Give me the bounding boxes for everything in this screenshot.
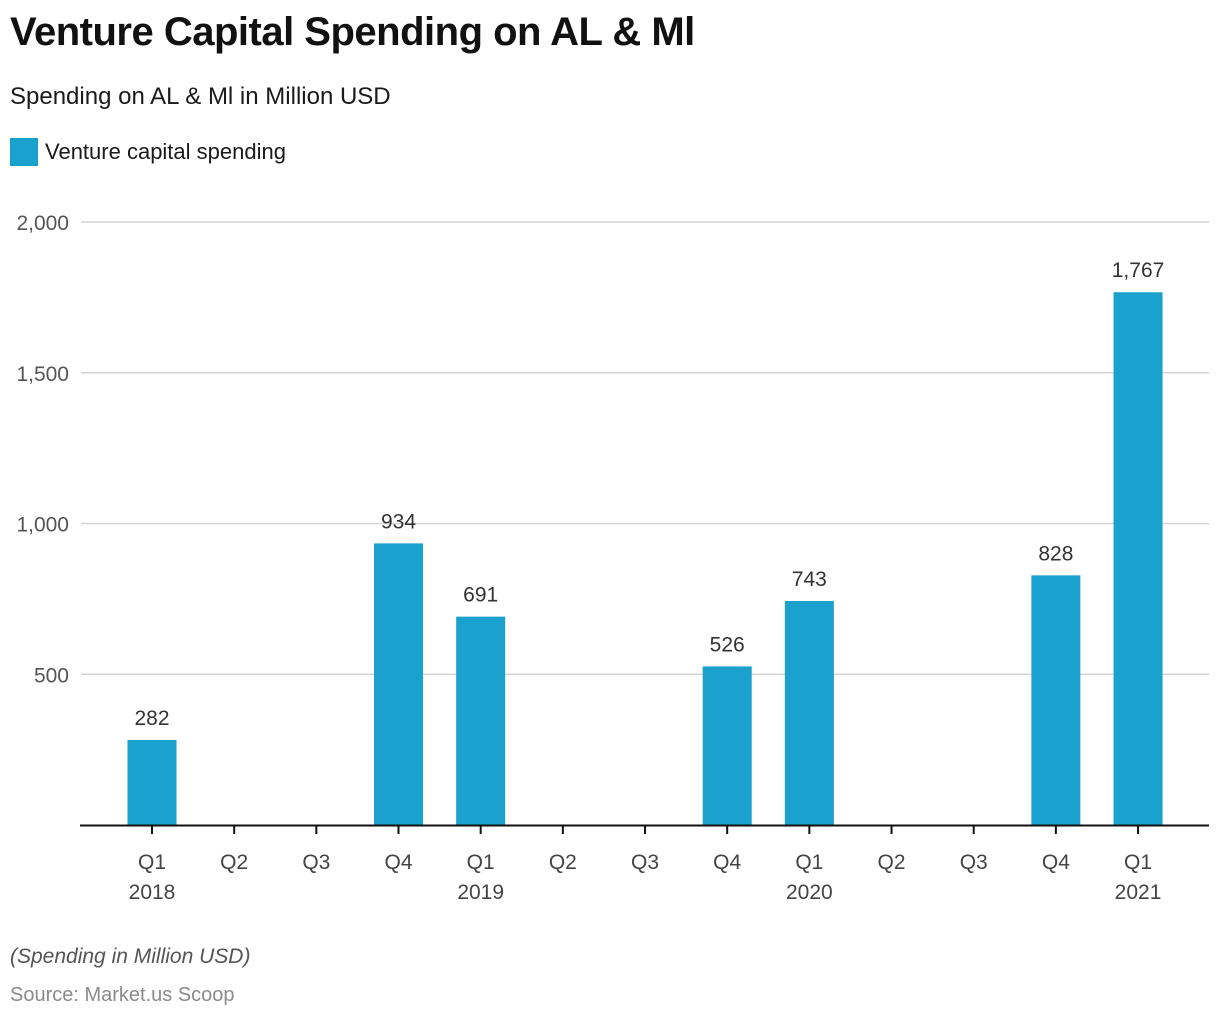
data-label: 828 (1038, 542, 1073, 565)
x-tick-year-label: 2021 (1115, 881, 1162, 904)
data-label: 743 (792, 568, 827, 591)
x-tick-label: Q2 (878, 851, 906, 874)
x-tick-label: Q1 (795, 851, 823, 874)
x-axis: Q1 2018 Q2 Q3 Q4 Q1 2019 Q2 Q3 Q4 Q1 2020 Q2 Q3 Q4 Q1 20… (80, 824, 1209, 904)
bar (784, 600, 834, 825)
bars (127, 292, 1163, 825)
data-labels: 282 934 691 526 743 828 1,767 (134, 259, 1164, 730)
data-label: 526 (710, 633, 745, 656)
chart-title: Venture Capital Spending on AL & Ml (10, 10, 695, 54)
y-tick-label: 1,000 (16, 514, 69, 537)
x-tick-label: Q4 (1042, 851, 1070, 874)
data-label: 934 (381, 510, 416, 533)
x-tick-year-label: 2018 (129, 881, 176, 904)
bar (702, 666, 752, 825)
data-label: 691 (463, 584, 498, 607)
x-tick-label: Q3 (960, 851, 988, 874)
x-tick-year-label: 2020 (786, 881, 833, 904)
x-tick-label: Q3 (631, 851, 659, 874)
x-tick-label: Q1 (467, 851, 495, 874)
chart-subtitle: Spending on AL & Ml in Million USD (10, 83, 391, 110)
gridlines (81, 221, 1209, 675)
legend-label: Venture capital spending (45, 139, 286, 164)
data-label: 282 (134, 707, 169, 730)
legend-swatch (10, 138, 38, 166)
y-tick-label: 1,500 (16, 363, 69, 386)
x-tick-label: Q3 (302, 851, 330, 874)
bar (127, 739, 177, 825)
bar (374, 543, 424, 825)
bar (456, 616, 506, 825)
x-tick-label: Q1 (138, 851, 166, 874)
chart-source: Source: Market.us Scoop (10, 984, 235, 1006)
bar (1113, 292, 1163, 825)
legend: Venture capital spending (10, 138, 286, 166)
data-label: 1,767 (1112, 259, 1165, 282)
x-tick-label: Q4 (385, 851, 413, 874)
y-tick-label: 2,000 (16, 212, 69, 235)
y-tick-label: 500 (34, 664, 69, 687)
y-axis-ticks: 500 1,000 1,500 2,000 (16, 212, 69, 687)
x-tick-label: Q4 (713, 851, 741, 874)
x-tick-label: Q2 (549, 851, 577, 874)
chart-note: (Spending in Million USD) (10, 945, 251, 968)
x-tick-label: Q2 (220, 851, 248, 874)
x-tick-year-label: 2019 (457, 881, 504, 904)
x-tick-label: Q1 (1124, 851, 1152, 874)
bar (1031, 575, 1081, 825)
